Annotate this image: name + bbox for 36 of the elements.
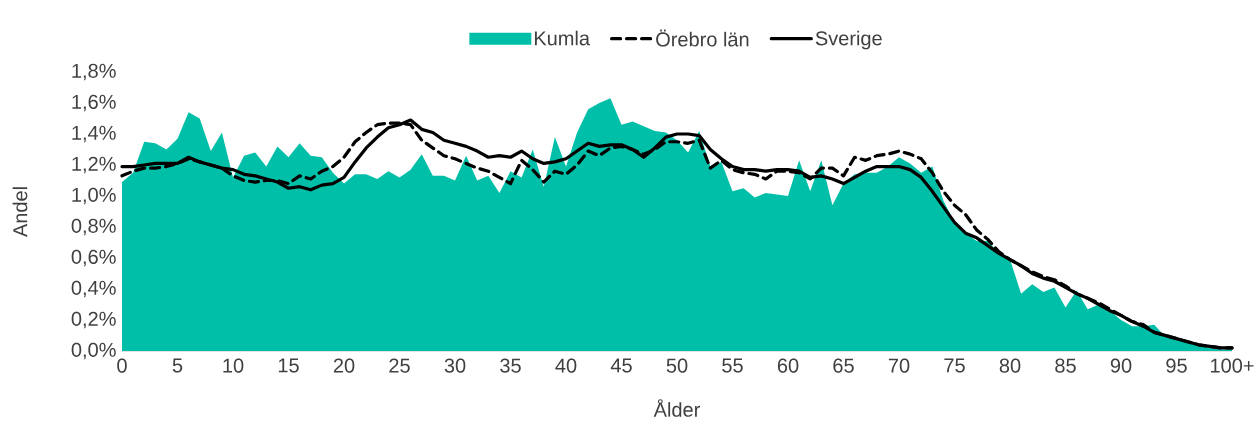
y-tick-label: 1,0% [72,187,116,205]
x-tick-label: 85 [1055,358,1076,373]
x-tick-label: 5 [172,358,183,373]
y-tick-label: 0,0% [71,342,116,360]
y-tick-label: 0,4% [71,280,116,298]
y-tick-label: 1,2% [72,156,116,174]
x-tick-label: 95 [1166,358,1187,373]
legend-label: Sverige [815,30,882,50]
legend-label: Örebro län [656,29,749,47]
x-tick-label: 0 [117,358,127,373]
x-tick-label: 100+ [1211,358,1254,373]
y-tick-label: 1,8% [72,63,116,81]
x-tick-label: 70 [888,358,910,373]
x-tick-label: 15 [278,358,299,373]
x-tick-label: 90 [1110,358,1132,373]
y-axis-title: Andel [12,187,28,238]
y-tick-label: 0,6% [71,249,116,267]
x-tick-label: 25 [389,358,410,373]
x-tick-label: 40 [555,358,577,373]
legend-label: Kumla [534,30,590,46]
y-tick-label: 0,2% [71,311,116,329]
x-tick-label: 55 [722,358,743,373]
x-tick-label: 10 [223,358,244,373]
x-axis-title: Ålder [653,399,700,417]
x-tick-label: 20 [333,358,355,373]
y-tick-label: 1,6% [72,94,116,112]
x-tick-label: 45 [610,358,632,373]
x-tick-label: 60 [777,358,799,373]
x-tick-label: 35 [500,358,521,373]
x-tick-label: 30 [444,358,466,373]
x-tick-label: 75 [944,358,965,373]
y-tick-label: 0,8% [71,218,116,236]
y-tick-label: 1,4% [72,125,116,143]
x-tick-label: 50 [666,358,688,373]
x-tick-label: 65 [833,358,854,373]
x-tick-label: 80 [999,358,1021,373]
